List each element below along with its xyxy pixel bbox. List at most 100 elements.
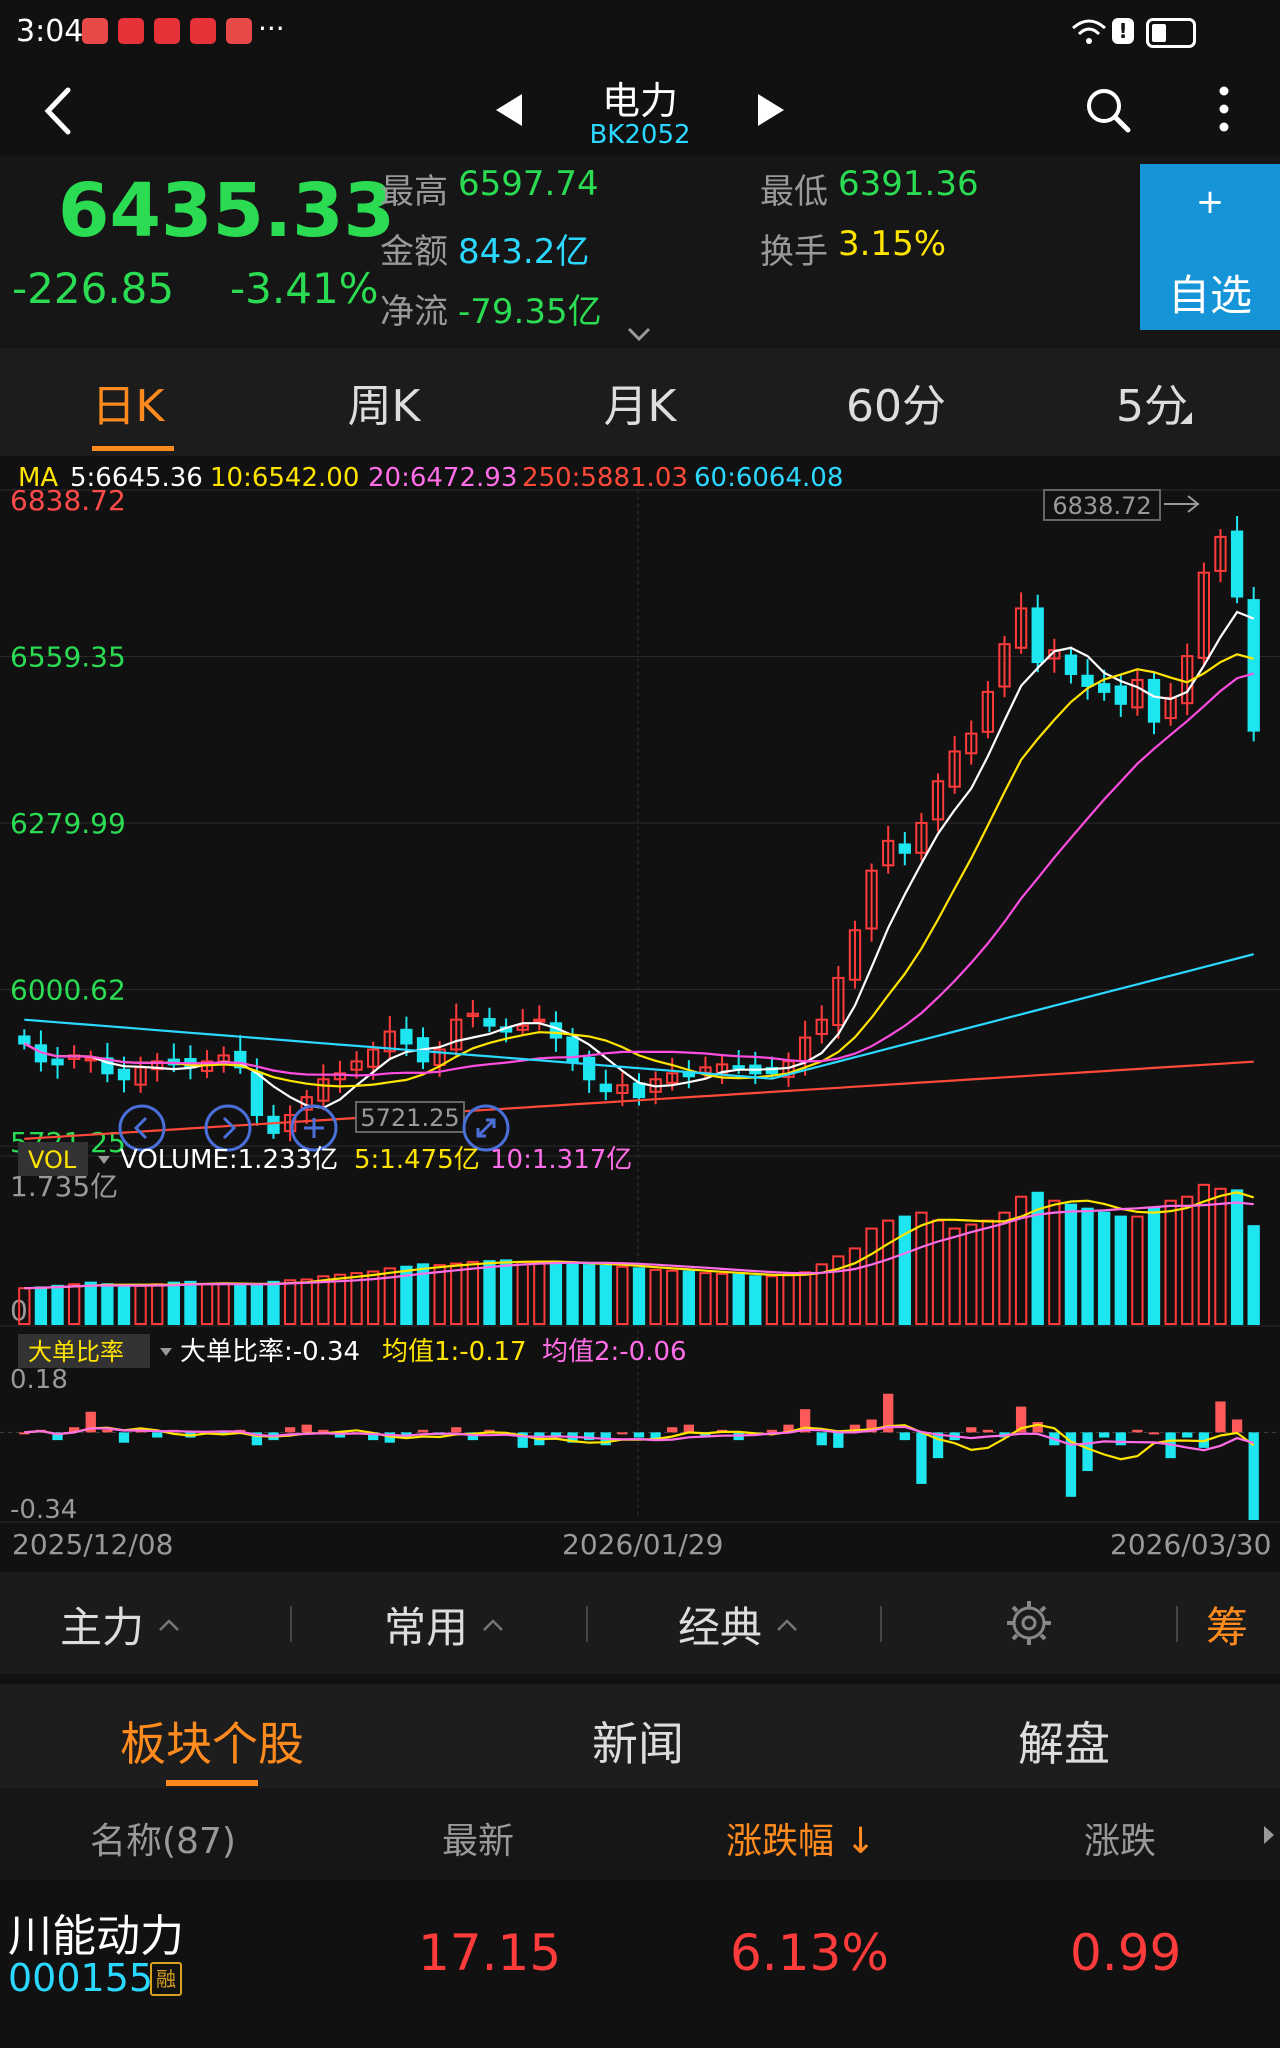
high-value: 6597.74 — [458, 164, 599, 204]
settings-gear-icon[interactable] — [1004, 1598, 1054, 1648]
next-sector-icon[interactable] — [756, 92, 786, 128]
candle — [250, 1071, 264, 1117]
tab-sector-stocks[interactable]: 板块个股 — [120, 1717, 304, 1771]
volume-bar — [1197, 1183, 1211, 1326]
tab-label: 周K — [347, 381, 421, 432]
ratio-bar — [517, 1432, 528, 1448]
indicator-common[interactable]: 常用 — [384, 1594, 504, 1655]
volume-bar — [1230, 1189, 1244, 1325]
ma-legend: MA 5:6645.36 10:6542.00 20:6472.93 250:5… — [18, 463, 843, 493]
vol-ma10-legend: 10:1.317亿 — [490, 1145, 632, 1175]
vol-y-top: 1.735亿 — [10, 1170, 118, 1203]
zoom-in-button — [290, 1104, 338, 1152]
vol-ma5-legend: 5:1.475亿 — [354, 1145, 480, 1175]
col-change-pct-sorted[interactable]: 涨跌幅 ↓ — [726, 1821, 876, 1862]
volume-bar — [1181, 1195, 1194, 1325]
more-menu-icon[interactable] — [1212, 84, 1236, 134]
max-marker-arrow — [1164, 495, 1200, 513]
candle — [931, 780, 945, 821]
chip-distribution-button[interactable]: 筹 — [1206, 1603, 1249, 1652]
scroll-right-arrow-icon[interactable] — [1262, 1824, 1276, 1846]
volume-bar — [898, 1215, 911, 1326]
prev-sector-icon[interactable] — [494, 92, 524, 128]
volume-bar — [184, 1280, 197, 1325]
expand-chevron-icon[interactable] — [626, 326, 652, 342]
ratio-bar — [550, 1432, 562, 1438]
back-arrow-icon[interactable] — [38, 86, 78, 136]
indicator-main-force[interactable]: 主力 — [60, 1594, 180, 1655]
indicator-classic[interactable]: 经典 — [678, 1594, 798, 1655]
volume-bar — [549, 1260, 563, 1325]
tab-5min[interactable]: 5分 — [1024, 348, 1280, 456]
ratio-bar — [633, 1432, 645, 1438]
active-tab-underline — [92, 446, 174, 451]
tab-daily-k[interactable]: 日K — [0, 348, 256, 456]
kline-chart[interactable]: MA 5:6645.36 10:6542.00 20:6472.93 250:5… — [0, 456, 1280, 1572]
ratio-bar — [783, 1424, 794, 1433]
netflow-label: 净流 — [380, 292, 448, 332]
col-name[interactable]: 名称(87) — [90, 1821, 236, 1862]
volume-bar — [782, 1273, 795, 1325]
ratio-y-top: 0.18 — [10, 1365, 68, 1395]
candle — [832, 976, 845, 1027]
app-notification-icon — [154, 18, 180, 44]
ratio-bar — [932, 1432, 944, 1459]
volume-bar — [516, 1260, 529, 1325]
ratio-bar — [152, 1432, 163, 1438]
tab-analysis[interactable]: 解盘 — [1018, 1717, 1110, 1771]
ratio-bar — [68, 1427, 80, 1433]
ratio-dropdown-icon — [160, 1348, 172, 1356]
vol-ma10-line — [24, 1201, 1254, 1290]
candle — [350, 1060, 363, 1071]
candle — [616, 1084, 629, 1094]
vol-tag: VOL — [28, 1146, 77, 1174]
ratio-bar — [102, 1429, 113, 1433]
divider — [1176, 1606, 1178, 1642]
volume-bar — [666, 1269, 679, 1325]
low-value: 6391.36 — [838, 164, 979, 204]
add-watchlist-button[interactable]: + 自选 — [1140, 164, 1280, 330]
volume-bar — [167, 1281, 180, 1325]
candle — [898, 843, 911, 854]
fullscreen-button — [462, 1104, 510, 1152]
status-more: ··· — [258, 12, 285, 45]
ratio-avg-lines — [24, 1423, 1255, 1461]
margin-badge: 融 — [150, 1962, 182, 1996]
candle — [666, 1072, 679, 1084]
chevron-up-icon — [777, 1618, 797, 1631]
status-bar: 3:04 ··· ! — [0, 0, 1280, 66]
volume-bar — [815, 1263, 828, 1326]
volume-bar — [1048, 1199, 1061, 1326]
tab-monthly-k[interactable]: 月K — [512, 348, 768, 456]
volume-legend: VOLUME:1.233亿 — [120, 1145, 338, 1175]
volume-bar — [749, 1275, 762, 1326]
candle — [1247, 599, 1260, 732]
candle — [732, 1065, 745, 1070]
volume-bar — [948, 1227, 961, 1325]
tab-weekly-k[interactable]: 周K — [256, 348, 512, 456]
ma60-line — [24, 953, 1254, 1080]
volume-bar — [433, 1264, 446, 1326]
tab-60min[interactable]: 60分 — [768, 348, 1024, 456]
ratio-bar — [816, 1432, 827, 1446]
stock-code: 000155 — [8, 1956, 154, 2000]
chart-area[interactable]: MA 5:6645.36 10:6542.00 20:6472.93 250:5… — [0, 456, 1280, 1572]
ratio-bar — [866, 1419, 877, 1433]
search-icon[interactable] — [1084, 86, 1132, 134]
indicator-label: 常用 — [384, 1603, 469, 1652]
ma20-legend: 20:6472.93 — [368, 463, 517, 493]
plus-icon: + — [1195, 182, 1225, 222]
col-latest[interactable]: 最新 — [442, 1821, 515, 1862]
col-change[interactable]: 涨跌 — [1084, 1821, 1157, 1862]
ratio-bar — [667, 1427, 678, 1433]
tab-news[interactable]: 新闻 — [592, 1717, 684, 1771]
app-notification-icon — [82, 18, 108, 44]
candle — [1014, 607, 1028, 649]
ratio-bar — [1082, 1432, 1093, 1472]
table-row[interactable]: 川能动力 000155 融 17.15 6.13% 0.99 — [0, 1880, 1280, 2048]
candle — [815, 1018, 828, 1035]
ratio-bar — [301, 1424, 312, 1433]
candle — [1230, 530, 1244, 598]
candle — [317, 1078, 330, 1102]
